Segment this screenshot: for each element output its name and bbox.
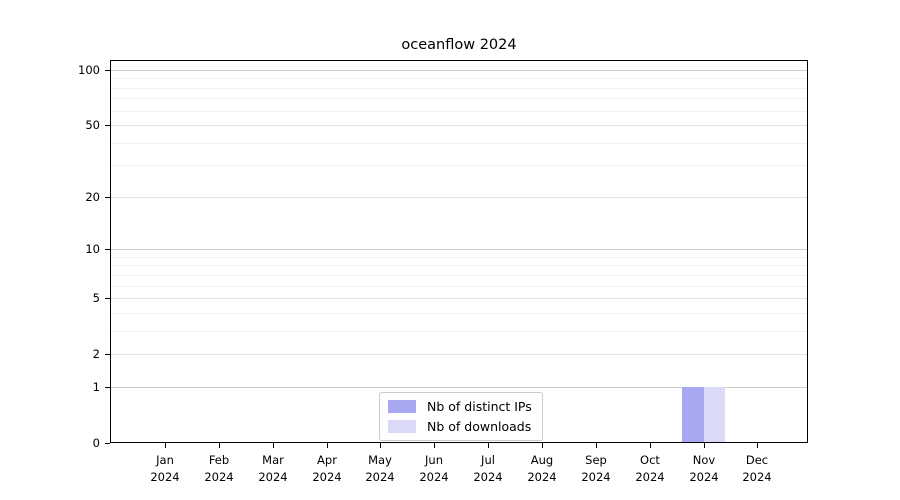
minor-gridline xyxy=(111,111,807,112)
y-tick-mark xyxy=(105,354,110,355)
legend-label-distinct-ips: Nb of distinct IPs xyxy=(427,399,532,414)
minor-gridline xyxy=(111,275,807,276)
minor-gridline xyxy=(111,286,807,287)
x-tick-mark xyxy=(757,443,758,448)
y-tick-mark xyxy=(105,70,110,71)
x-tick-label: Apr 2024 xyxy=(312,453,342,484)
plot-area: Nb of distinct IPs Nb of downloads xyxy=(110,60,808,443)
minor-gridline xyxy=(111,257,807,258)
major-gridline xyxy=(111,70,807,71)
minor-gridline xyxy=(111,143,807,144)
major-gridline xyxy=(111,197,807,198)
y-tick-label: 50 xyxy=(85,118,100,132)
y-tick-mark xyxy=(105,125,110,126)
y-tick-label: 100 xyxy=(78,63,100,77)
legend-label-downloads: Nb of downloads xyxy=(427,419,532,434)
minor-gridline xyxy=(111,331,807,332)
minor-gridline xyxy=(111,165,807,166)
y-tick-mark xyxy=(105,197,110,198)
x-tick-label: Mar 2024 xyxy=(258,453,288,484)
minor-gridline xyxy=(111,88,807,89)
legend-swatch-downloads-icon xyxy=(388,420,416,433)
x-tick-mark xyxy=(165,443,166,448)
x-tick-mark xyxy=(219,443,220,448)
bar xyxy=(682,387,704,443)
legend-swatch-distinct-ips-icon xyxy=(388,400,416,413)
x-tick-mark xyxy=(488,443,489,448)
x-tick-label: Jul 2024 xyxy=(473,453,503,484)
y-tick-label: 0 xyxy=(92,436,100,450)
x-tick-mark xyxy=(704,443,705,448)
minor-gridline xyxy=(111,313,807,314)
x-tick-label: Sep 2024 xyxy=(581,453,611,484)
major-gridline xyxy=(111,249,807,250)
x-tick-mark xyxy=(380,443,381,448)
y-tick-mark xyxy=(105,249,110,250)
bar xyxy=(703,387,725,443)
y-tick-label: 2 xyxy=(92,347,100,361)
x-tick-label: Nov 2024 xyxy=(689,453,719,484)
y-tick-label: 10 xyxy=(85,242,100,256)
minor-gridline xyxy=(111,98,807,99)
y-tick-mark xyxy=(105,298,110,299)
major-gridline xyxy=(111,298,807,299)
x-tick-label: Feb 2024 xyxy=(204,453,234,484)
major-gridline xyxy=(111,125,807,126)
major-gridline xyxy=(111,354,807,355)
x-tick-label: Jan 2024 xyxy=(150,453,180,484)
x-tick-mark xyxy=(434,443,435,448)
x-tick-label: Oct 2024 xyxy=(635,453,665,484)
x-tick-label: Dec 2024 xyxy=(742,453,772,484)
major-gridline xyxy=(111,387,807,388)
y-tick-label: 20 xyxy=(85,190,100,204)
x-tick-mark xyxy=(273,443,274,448)
y-tick-mark xyxy=(105,443,110,444)
x-tick-mark xyxy=(650,443,651,448)
chart-title: oceanflow 2024 xyxy=(401,37,517,53)
y-tick-label: 5 xyxy=(92,291,100,305)
y-tick-label: 1 xyxy=(92,380,100,394)
x-tick-label: May 2024 xyxy=(365,453,395,484)
minor-gridline xyxy=(111,78,807,79)
legend: Nb of distinct IPs Nb of downloads xyxy=(379,392,543,441)
legend-item: Nb of distinct IPs xyxy=(388,399,532,414)
x-tick-label: Aug 2024 xyxy=(527,453,557,484)
legend-item: Nb of downloads xyxy=(388,419,532,434)
y-tick-mark xyxy=(105,387,110,388)
minor-gridline xyxy=(111,265,807,266)
x-tick-mark xyxy=(542,443,543,448)
x-tick-label: Jun 2024 xyxy=(419,453,449,484)
x-tick-mark xyxy=(327,443,328,448)
x-tick-mark xyxy=(596,443,597,448)
